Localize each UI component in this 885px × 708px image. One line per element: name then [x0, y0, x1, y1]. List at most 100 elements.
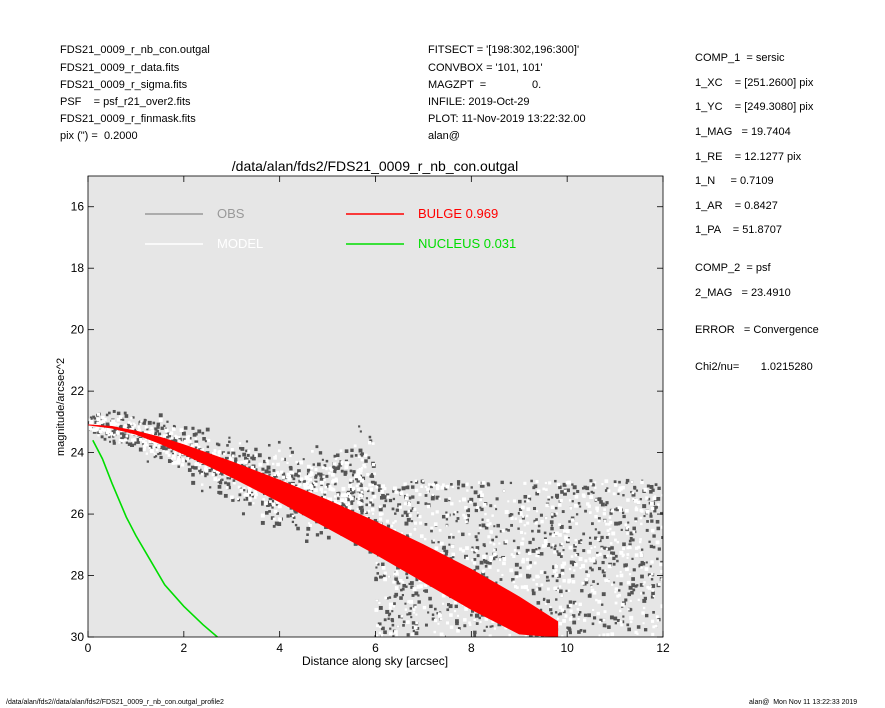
obs-point [559, 589, 563, 594]
obs-point [643, 628, 648, 632]
obs-point [568, 600, 573, 604]
obs-point [182, 438, 186, 442]
model-point [412, 608, 416, 611]
model-curves [88, 424, 559, 637]
model-point [433, 618, 438, 623]
model-point [630, 480, 634, 484]
model-point [340, 493, 345, 497]
model-point [247, 449, 251, 453]
model-point [661, 577, 663, 581]
obs-point [326, 535, 331, 540]
obs-point [315, 445, 319, 449]
obs-point [314, 474, 318, 477]
model-point [392, 580, 396, 584]
obs-point [628, 539, 632, 543]
obs-point [201, 431, 205, 435]
model-point [413, 527, 417, 531]
obs-point [485, 561, 489, 565]
model-point [438, 528, 442, 532]
obs-point [302, 458, 305, 461]
model-point [624, 523, 628, 527]
obs-point [113, 427, 117, 431]
model-point [336, 502, 340, 506]
model-point [254, 496, 257, 499]
obs-point [370, 473, 374, 476]
model-point [636, 500, 641, 505]
model-point [179, 428, 184, 433]
bulge-band [88, 424, 559, 637]
model-point [450, 533, 453, 536]
obs-point [187, 468, 192, 472]
model-point [394, 586, 399, 591]
obs-point [218, 471, 223, 475]
model-point [453, 609, 457, 613]
model-point [573, 569, 576, 572]
obs-point [408, 582, 411, 585]
model-point [469, 500, 472, 504]
obs-point [387, 617, 390, 620]
model-point [614, 587, 618, 591]
model-point [93, 428, 96, 431]
obs-point [590, 568, 594, 572]
model-point [554, 568, 558, 572]
model-point [445, 524, 448, 527]
model-point [660, 604, 663, 609]
obs-point [444, 549, 449, 554]
obs-point [109, 440, 112, 443]
obs-point [579, 611, 582, 614]
obs-point [261, 503, 264, 506]
model-point [111, 419, 116, 424]
obs-point [118, 424, 123, 429]
model-point [513, 585, 518, 589]
model-point [314, 488, 318, 492]
obs-point [424, 494, 428, 497]
model-point [303, 482, 307, 487]
model-point [140, 420, 143, 423]
obs-point [560, 569, 565, 573]
obs-point [512, 539, 516, 543]
model-point [561, 552, 564, 555]
footer-timestamp: alan@ Mon Nov 11 13:22:33 2019 [749, 699, 858, 706]
model-point [351, 488, 355, 492]
model-point [400, 532, 403, 535]
model-point [603, 519, 607, 523]
obs-point [350, 487, 354, 492]
model-point [127, 421, 131, 424]
model-point [486, 523, 490, 527]
model-point [639, 553, 644, 558]
obs-point [366, 489, 370, 493]
model-point [644, 567, 649, 571]
model-point [517, 551, 521, 555]
obs-point [105, 413, 109, 417]
model-point [651, 589, 654, 592]
obs-point [368, 435, 372, 439]
model-point [358, 455, 361, 459]
obs-point [292, 516, 296, 519]
model-point [546, 587, 550, 591]
model-point [587, 549, 592, 554]
model-point [328, 484, 332, 488]
obs-point [543, 571, 547, 574]
obs-point [377, 484, 381, 488]
obs-point [271, 506, 274, 509]
obs-point [243, 498, 246, 501]
header-left-line-2: FDS21_0009_r_data.fits [60, 62, 180, 74]
obs-point [360, 500, 364, 503]
obs-point [226, 482, 231, 486]
model-point [464, 607, 468, 611]
obs-point [445, 511, 448, 514]
model-point [394, 520, 397, 523]
model-point [592, 559, 596, 563]
obs-point [94, 420, 98, 424]
model-point [244, 460, 248, 465]
x-tick-label: 8 [468, 641, 475, 655]
model-point [252, 502, 255, 505]
obs-point [296, 462, 300, 465]
model-point [655, 540, 660, 545]
obs-point [93, 417, 96, 420]
obs-point [448, 499, 451, 502]
model-point [611, 531, 616, 536]
model-point [98, 429, 103, 434]
obs-point [401, 587, 405, 591]
obs-point [621, 511, 625, 514]
